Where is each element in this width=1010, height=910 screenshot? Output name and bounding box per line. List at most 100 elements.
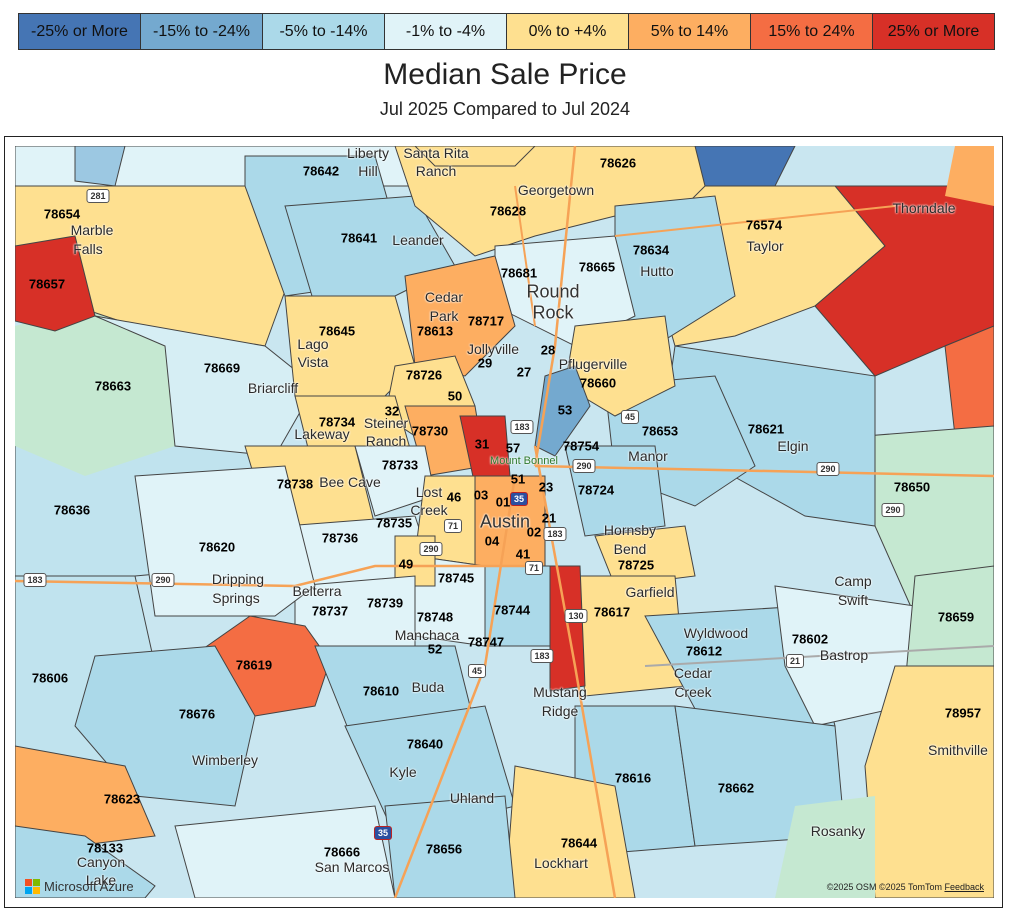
city-label: Manchaca [394, 627, 460, 643]
city-label: San Marcos [314, 859, 390, 875]
legend-item: -1% to -4% [385, 14, 507, 49]
city-label: Cedar [673, 665, 713, 681]
city-label: Camp [834, 573, 872, 589]
zip-label: 78650 [893, 479, 931, 495]
city-label: Ridge [541, 703, 579, 719]
zip-label: 78739 [366, 595, 404, 611]
zip-label: 78636 [53, 502, 91, 518]
legend-item: 25% or More [873, 14, 994, 49]
zip-label: 41 [515, 546, 531, 562]
zip-label: 78734 [318, 414, 356, 430]
map-copyright: ©2025 OSM ©2025 TomTom Feedback [827, 882, 984, 892]
highway-shield: 45 [467, 664, 487, 678]
zip-label: 78654 [43, 206, 81, 222]
zip-label: 29 [477, 355, 493, 371]
city-label: Rosanky [810, 823, 866, 839]
tomtom-copyright: ©2025 TomTom [878, 882, 942, 892]
city-label: Ranch [365, 433, 407, 449]
legend-item: 5% to 14% [629, 14, 751, 49]
zip-label: 78681 [500, 265, 538, 281]
highway-shield: 21 [785, 654, 805, 668]
city-label: Hill [358, 163, 378, 179]
city-label: Bastrop [819, 647, 869, 663]
city-label: Liberty [346, 146, 390, 161]
zip-label: 78606 [31, 670, 69, 686]
highway-shield: 71 [524, 561, 544, 575]
city-label: Creek [674, 684, 712, 700]
zip-label: 78133 [86, 840, 124, 856]
city-label: Pflugerville [558, 356, 628, 372]
city-label: Lake [85, 872, 117, 888]
city-label: Wyldwood [683, 625, 749, 641]
zip-label: 78616 [614, 770, 652, 786]
zip-label: 78744 [493, 602, 531, 618]
zip-label: 78656 [425, 841, 463, 857]
zip-label: 78738 [276, 476, 314, 492]
city-label: Lost [415, 484, 443, 500]
city-label: Wimberley [191, 752, 259, 768]
zip-label: 57 [505, 440, 521, 456]
zip-label: 32 [384, 403, 400, 419]
zip-label: 78634 [632, 242, 670, 258]
zip-label: 78745 [437, 570, 475, 586]
zip-label: 78640 [406, 736, 444, 752]
city-label: Rock [532, 302, 574, 323]
zip-label: 78645 [318, 323, 356, 339]
highway-shield: 281 [86, 189, 110, 203]
zip-label: 78620 [198, 539, 236, 555]
zip-label: 78644 [560, 835, 598, 851]
zip-label: 78623 [103, 791, 141, 807]
provider-name: Microsoft Azure [44, 879, 134, 894]
zip-label: 04 [484, 533, 500, 549]
feedback-link[interactable]: Feedback [944, 882, 984, 892]
city-label: Ranch [415, 163, 457, 179]
legend-item: -15% to -24% [141, 14, 263, 49]
city-label: Garfield [625, 584, 675, 600]
osm-copyright: ©2025 OSM [826, 882, 877, 892]
highway-shield: 290 [881, 503, 905, 517]
city-label: Canyon [76, 854, 126, 870]
zip-label: 78653 [641, 423, 679, 439]
zip-label: 76574 [745, 217, 783, 233]
city-label: Lockhart [534, 855, 588, 871]
provider-attribution: Microsoft Azure [25, 879, 134, 894]
zip-label: 51 [510, 471, 526, 487]
zip-label: 78663 [94, 378, 132, 394]
city-label: Jollyville [466, 341, 520, 357]
zip-label: 23 [538, 479, 554, 495]
highway-shield: 183 [530, 649, 554, 663]
city-label: Briarcliff [247, 380, 299, 396]
city-label: Santa Rita [403, 146, 469, 161]
zip-label: 78676 [178, 706, 216, 722]
city-label: Elgin [777, 438, 809, 454]
legend-item: 0% to +4% [507, 14, 629, 49]
zip-label: 78730 [411, 423, 449, 439]
zip-label: 78735 [375, 515, 413, 531]
city-label: Uhland [449, 790, 495, 806]
city-label: Marble [70, 222, 114, 238]
legend-item: -25% or More [19, 14, 141, 49]
city-label: Park [429, 308, 459, 324]
city-label: Manor [628, 448, 668, 464]
zip-label: 78619 [235, 657, 273, 673]
zip-label: 02 [526, 524, 542, 540]
map-title: Median Sale Price [383, 58, 627, 91]
city-label: Taylor [746, 238, 784, 254]
city-label: Round [526, 281, 580, 302]
zip-label: 53 [557, 402, 573, 418]
city-label: Mount Bonnel [490, 455, 558, 467]
legend-item: 15% to 24% [751, 14, 873, 49]
map-canvas[interactable]: 78626 78642 78628 78654 78641 76574 7863… [15, 146, 994, 898]
zip-label: 78726 [405, 367, 443, 383]
zip-label: 78733 [381, 457, 419, 473]
legend: -25% or More -15% to -24% -5% to -14% -1… [18, 13, 995, 50]
zip-label: 21 [541, 510, 557, 526]
highway-shield: 130 [564, 609, 588, 623]
zip-label: 78660 [579, 375, 617, 391]
zip-label: 78717 [467, 313, 505, 329]
zip-label: 31 [474, 436, 490, 452]
zip-label: 03 [473, 487, 489, 503]
zip-label: 78665 [578, 259, 616, 275]
city-label: Dripping [211, 571, 265, 587]
city-label: Smithville [928, 742, 988, 758]
